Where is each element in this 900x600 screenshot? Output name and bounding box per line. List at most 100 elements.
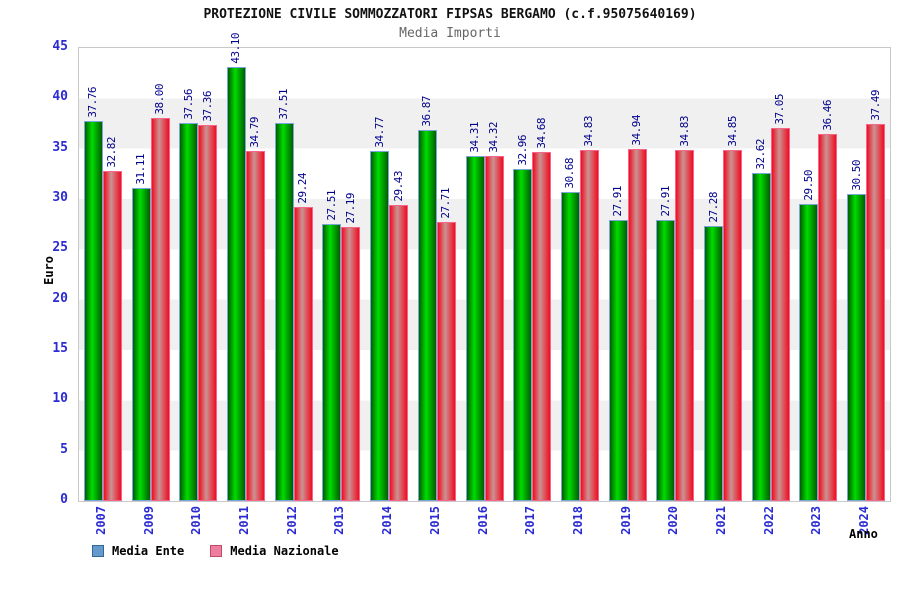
bar-media-nazionale-2020 [675, 150, 695, 501]
y-tick-label: 30 [52, 190, 68, 205]
y-tick-label: 45 [52, 39, 68, 54]
bar-media-ente-2022 [751, 173, 771, 501]
legend-item-media-ente: Media Ente [92, 544, 184, 558]
value-label-media-ente-2011: 43.10 [229, 33, 243, 64]
value-label-media-nazionale-2007: 32.82 [105, 137, 119, 168]
x-tick-label-2022: 2022 [761, 506, 776, 535]
bar-media-nazionale-2016 [484, 156, 504, 501]
bar-media-ente-2013 [322, 224, 342, 501]
bar-media-nazionale-2011 [245, 151, 265, 501]
bar-media-ente-2018 [560, 192, 580, 501]
bar-media-ente-2009 [131, 188, 151, 501]
y-tick-label: 15 [52, 341, 68, 356]
value-label-media-nazionale-2020: 34.83 [677, 116, 691, 147]
value-label-media-nazionale-2021: 34.85 [725, 116, 739, 147]
x-tick-label-2015: 2015 [427, 506, 442, 535]
value-label-media-nazionale-2016: 34.32 [487, 122, 500, 153]
bar-media-nazionale-2012 [293, 207, 313, 501]
value-label-media-ente-2015: 36.87 [420, 96, 434, 127]
y-tick-label: 0 [60, 492, 68, 507]
bar-media-nazionale-2013 [341, 227, 361, 501]
bar-media-nazionale-2019 [627, 149, 647, 501]
x-tick-label-2023: 2023 [809, 506, 824, 535]
y-tick-label: 40 [52, 89, 68, 105]
value-label-media-ente-2021: 27.28 [706, 192, 720, 223]
value-label-media-ente-2020: 27.91 [658, 186, 672, 217]
x-axis-title: Anno [849, 527, 878, 541]
y-tick-label: 10 [52, 391, 68, 407]
x-tick-label-2012: 2012 [284, 506, 299, 535]
bar-media-ente-2021 [704, 226, 724, 501]
value-label-media-nazionale-2011: 34.79 [248, 117, 262, 148]
value-label-media-ente-2013: 27.51 [324, 190, 338, 221]
x-tick-label-2021: 2021 [714, 506, 729, 535]
legend-item-media-nazionale: Media Nazionale [210, 544, 339, 558]
value-label-media-ente-2010: 37.56 [181, 89, 195, 120]
bar-media-nazionale-2022 [770, 128, 790, 501]
value-label-media-nazionale-2023: 36.46 [820, 100, 834, 131]
x-tick-label-2017: 2017 [523, 506, 538, 535]
legend-swatch-media-nazionale [210, 545, 223, 557]
value-label-media-nazionale-2017: 34.68 [534, 118, 548, 149]
bar-media-nazionale-2017 [532, 152, 552, 501]
legend-swatch-media-ente [92, 545, 104, 557]
bar-media-nazionale-2023 [818, 134, 838, 501]
value-label-media-nazionale-2019: 34.94 [630, 115, 644, 146]
value-label-media-ente-2019: 27.91 [611, 186, 625, 217]
y-tick-label: 35 [52, 139, 68, 155]
x-tick-label-2014: 2014 [380, 506, 395, 535]
x-tick-label-2020: 2020 [666, 506, 681, 535]
bar-media-ente-2015 [417, 130, 437, 501]
y-axis-title: Euro [42, 256, 56, 285]
legend-label-media-nazionale: Media Nazionale [230, 544, 339, 558]
value-label-media-ente-2018: 30.68 [563, 158, 577, 189]
value-label-media-ente-2014: 34.77 [372, 117, 386, 148]
x-tick-label-2019: 2019 [618, 506, 633, 535]
bar-media-ente-2016 [465, 156, 485, 501]
value-label-media-nazionale-2010: 37.36 [200, 91, 214, 122]
x-tick-label-2016: 2016 [475, 506, 490, 535]
bar-media-ente-2012 [274, 123, 294, 501]
chart-title: PROTEZIONE CIVILE SOMMOZZATORI FIPSAS BE… [203, 7, 697, 22]
bar-media-nazionale-2014 [389, 205, 409, 501]
bar-media-ente-2010 [179, 123, 199, 501]
y-tick-label: 20 [52, 290, 68, 306]
bar-media-nazionale-2007 [102, 171, 122, 501]
value-label-media-nazionale-2024: 37.49 [868, 90, 882, 121]
legend: Media Ente Media Nazionale [92, 544, 339, 558]
value-label-media-nazionale-2014: 29.43 [391, 171, 405, 202]
value-label-media-ente-2022: 32.62 [754, 139, 768, 170]
x-tick-label-2010: 2010 [189, 506, 204, 535]
value-label-media-nazionale-2015: 27.71 [439, 188, 453, 219]
legend-label-media-ente: Media Ente [112, 544, 185, 558]
value-label-media-nazionale-2013: 27.19 [343, 193, 357, 224]
value-label-media-nazionale-2012: 29.24 [296, 173, 310, 204]
bar-media-ente-2017 [513, 169, 533, 501]
bar-media-nazionale-2015 [436, 222, 456, 501]
y-tick-label: 5 [60, 441, 68, 457]
bar-media-ente-2020 [656, 220, 676, 501]
value-label-media-ente-2023: 29.50 [801, 170, 815, 201]
bar-media-nazionale-2010 [198, 125, 218, 501]
bar-media-nazionale-2021 [723, 150, 743, 501]
x-tick-label-2013: 2013 [332, 506, 347, 535]
bar-media-ente-2011 [226, 67, 246, 501]
bar-media-ente-2023 [799, 204, 819, 501]
x-tick-label-2009: 2009 [141, 506, 156, 535]
bar-media-nazionale-2024 [866, 124, 886, 501]
chart-subtitle: Media Importi [399, 26, 501, 41]
y-axis: 0 5 10 15 20 25 30 35 40 45 [0, 39, 70, 507]
x-axis: 2007 2009 2010 2011 2012 2013 2014 2015 2016 2017… [79, 506, 890, 548]
value-label-media-ente-2017: 32.96 [515, 135, 529, 166]
bar-media-ente-2024 [847, 194, 867, 501]
x-tick-label-2007: 2007 [93, 506, 108, 535]
value-label-media-ente-2024: 30.50 [849, 160, 863, 191]
bar-media-ente-2014 [370, 151, 390, 501]
bar-media-ente-2007 [83, 121, 103, 501]
bar-media-ente-2019 [608, 220, 628, 501]
bar-media-nazionale-2009 [150, 118, 170, 501]
value-label-media-ente-2016: 34.31 [468, 122, 481, 153]
value-label-media-ente-2012: 37.51 [277, 89, 291, 120]
x-tick-label-2018: 2018 [570, 506, 585, 535]
